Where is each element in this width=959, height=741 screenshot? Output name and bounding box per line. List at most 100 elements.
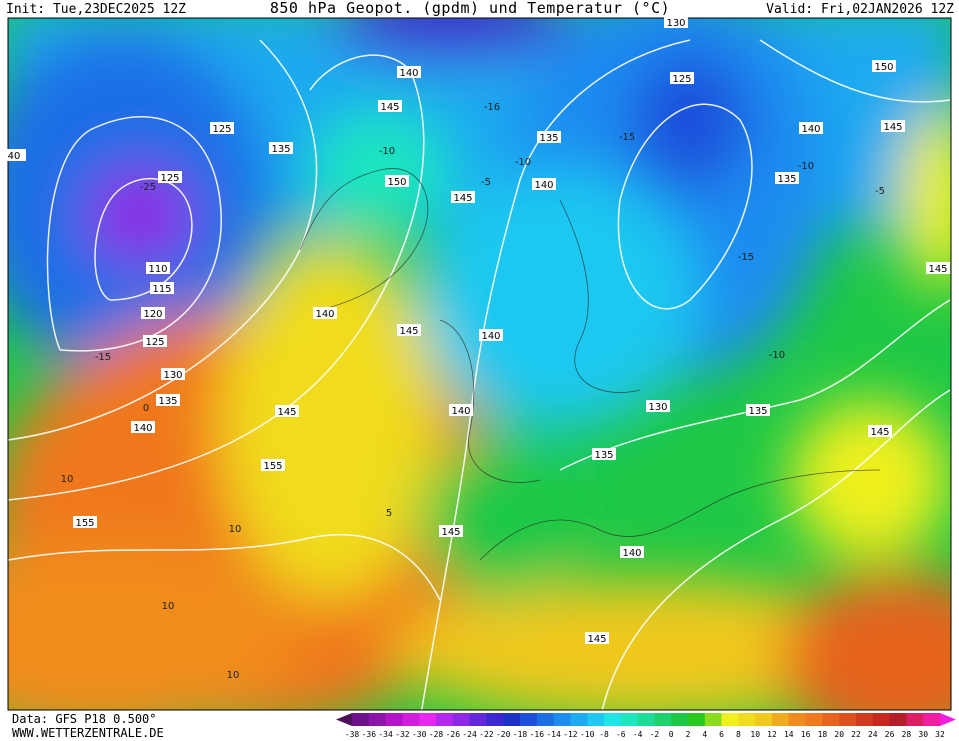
scale-label: 20 — [834, 730, 844, 739]
geopotential-label: 130 — [163, 370, 182, 381]
geopotential-label-box — [439, 525, 463, 537]
scale-label: -12 — [563, 730, 578, 739]
geopotential-label-box — [592, 448, 616, 460]
scale-label: -8 — [599, 730, 609, 739]
geopotential-label: 145 — [883, 122, 902, 133]
geopotential-label: 140 — [315, 309, 334, 320]
scale-label: -18 — [513, 730, 528, 739]
geopotential-label: 145 — [453, 193, 472, 204]
scale-label: 30 — [918, 730, 928, 739]
geopotential-label-box — [537, 131, 561, 143]
scale-swatch — [553, 713, 571, 726]
scale-label: 24 — [868, 730, 878, 739]
scale-label: 0 — [669, 730, 674, 739]
geopotential-label: 145 — [928, 264, 947, 275]
geopotential-label: 145 — [870, 427, 889, 438]
geopotential-label-box — [646, 400, 670, 412]
scale-swatch — [671, 713, 689, 726]
scale-label: 8 — [736, 730, 741, 739]
contour-labels: 130 140 125 150 145 140 145 125 135 135 150 140 145 1… — [2, 16, 950, 681]
geopotential-label: 115 — [152, 284, 171, 295]
geopotential-label: 155 — [263, 461, 282, 472]
init-time: Init: Tue,23DEC2025 12Z — [6, 2, 186, 17]
scale-swatch — [755, 713, 773, 726]
temperature-label: 10 — [229, 524, 242, 535]
scale-label: -28 — [429, 730, 444, 739]
geopotential-label: 120 — [143, 309, 162, 320]
geopotential-label-box — [449, 404, 473, 416]
geopotential-label: 125 — [145, 337, 164, 348]
scale-label: -2 — [650, 730, 660, 739]
geopotential-label-box — [73, 516, 97, 528]
temperature-label: -16 — [484, 102, 500, 113]
scale-label: 2 — [686, 730, 691, 739]
scale-swatch — [570, 713, 588, 726]
scale-label: 12 — [767, 730, 777, 739]
scale-label: -16 — [530, 730, 545, 739]
geopotential-label: 135 — [158, 396, 177, 407]
geopotential-label-box — [2, 149, 26, 161]
geopotential-label-box — [261, 459, 285, 471]
geopotential-label: 140 — [622, 548, 641, 559]
geopotential-label: 130 — [648, 402, 667, 413]
scale-swatch — [352, 713, 370, 726]
scale-swatch — [604, 713, 622, 726]
scale-swatch — [368, 713, 387, 726]
scale-swatch — [637, 713, 655, 726]
geopotential-label: 135 — [777, 174, 796, 185]
geopotential-label-box — [158, 171, 182, 183]
geopotential-label-box — [799, 122, 823, 134]
scale-swatch — [839, 713, 857, 726]
scale-swatch — [520, 713, 538, 726]
scale-label: -14 — [546, 730, 561, 739]
scale-label: 10 — [750, 730, 760, 739]
scale-label: 14 — [784, 730, 794, 739]
scale-label: -10 — [580, 730, 595, 739]
temperature-label: -15 — [95, 352, 111, 363]
scale-label: -26 — [446, 730, 461, 739]
geopotential-label: 110 — [148, 264, 167, 275]
scale-label: -34 — [378, 730, 393, 739]
geopotential-label-box — [313, 307, 337, 319]
geopotential-label: 145 — [277, 407, 296, 418]
geopotential-label-box — [385, 175, 409, 187]
geopotential-label: 125 — [672, 74, 691, 85]
geopotential-label-box — [620, 546, 644, 558]
geopotential-label-box — [150, 282, 174, 294]
scale-label: -38 — [345, 730, 360, 739]
map-title: 850 hPa Geopot. (gpdm) und Temperatur (°… — [270, 0, 670, 17]
geopotential-label-box — [131, 421, 155, 433]
temperature-label: -10 — [515, 157, 531, 168]
geopotential-label-box — [881, 120, 905, 132]
geopotential-label-box — [141, 307, 165, 319]
scale-label: -20 — [496, 730, 511, 739]
geopotential-label: 125 — [160, 173, 179, 184]
scale-swatch — [688, 713, 706, 726]
geopotential-label: 135 — [594, 450, 613, 461]
geopotential-label: 125 — [212, 124, 231, 135]
geopotential-label-box — [664, 16, 688, 28]
scale-swatch — [419, 713, 437, 726]
website: WWW.WETTERZENTRALE.DE — [12, 726, 164, 740]
scale-swatch — [788, 713, 807, 726]
geopotential-label: 145 — [380, 102, 399, 113]
temperature-label: -10 — [379, 146, 395, 157]
scale-swatch — [772, 713, 790, 726]
scale-swatch — [436, 713, 454, 726]
scale-swatch — [822, 713, 840, 726]
scale-swatch — [587, 713, 605, 726]
temperature-label: -15 — [738, 252, 754, 263]
temperature-label: -5 — [875, 186, 885, 197]
scale-swatch — [654, 713, 672, 726]
geopotential-label-box — [397, 324, 421, 336]
geopotential-label: 135 — [271, 144, 290, 155]
geopotential-label: 140 — [534, 180, 553, 191]
geopotential-label: 140 — [399, 68, 418, 79]
geopotential-label: 145 — [587, 634, 606, 645]
geopotential-label: 140 — [133, 423, 152, 434]
scale-label: -30 — [412, 730, 427, 739]
temperature-label: 5 — [386, 508, 392, 519]
geopotential-label: 40 — [8, 151, 21, 162]
